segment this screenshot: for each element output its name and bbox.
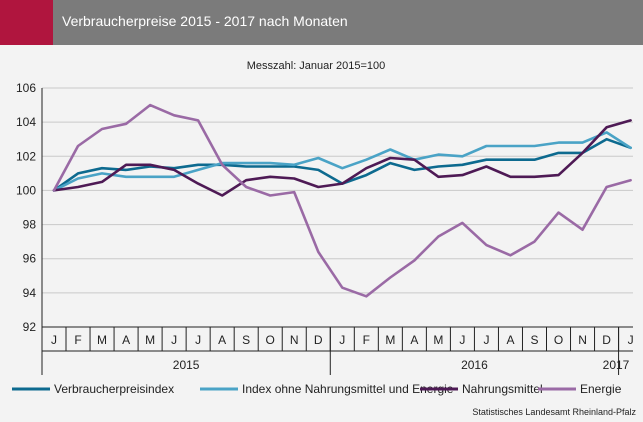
y-tick-label: 104 (16, 115, 36, 129)
x-tick-label: J (339, 333, 345, 347)
x-tick-label: N (578, 333, 587, 347)
x-tick-label: D (314, 333, 323, 347)
line-chart: Messzahl: Januar 2015=100 92 94 96 98 100 102 1… (12, 60, 636, 417)
y-tick-label: 102 (16, 149, 36, 163)
year-label: 2016 (461, 358, 488, 372)
x-tick-label: M (433, 333, 443, 347)
x-tick-label: J (483, 333, 489, 347)
x-tick-label: F (74, 333, 81, 347)
year-label: 2017 (603, 358, 630, 372)
x-tick-label: M (97, 333, 107, 347)
header-accent (0, 0, 53, 45)
x-tick-label: J (51, 333, 57, 347)
series-line (52, 119, 632, 197)
year-label: 2015 (173, 358, 200, 372)
x-tick-label: O (554, 333, 563, 347)
source-note: Statistisches Landesamt Rheinland-Pfalz (472, 407, 636, 417)
x-tick-label: A (122, 333, 130, 347)
series-line (52, 131, 632, 192)
x-tick-label: A (410, 333, 418, 347)
x-tick-label: S (530, 333, 538, 347)
chart-subtitle: Messzahl: Januar 2015=100 (247, 60, 386, 72)
x-tick-label: F (363, 333, 370, 347)
legend-label: Nahrungsmittel (462, 382, 543, 396)
x-tick-label: A (218, 333, 226, 347)
y-tick-label: 100 (16, 183, 36, 197)
y-tick-label: 96 (23, 252, 37, 266)
x-tick-label: S (242, 333, 250, 347)
legend-label: Energie (580, 382, 622, 396)
y-tick-label: 92 (23, 320, 37, 334)
x-tick-label: M (145, 333, 155, 347)
legend-label: Verbraucherpreisindex (54, 382, 174, 396)
x-tick-label: O (266, 333, 275, 347)
y-tick-label: 98 (23, 218, 37, 232)
x-tick-label: J (195, 333, 201, 347)
x-tick-label: J (459, 333, 465, 347)
y-tick-label: 106 (16, 81, 36, 95)
y-tick-label: 94 (23, 286, 37, 300)
x-tick-label: J (171, 333, 177, 347)
x-tick-label: M (385, 333, 395, 347)
x-tick-label: D (602, 333, 611, 347)
series-line (52, 103, 632, 298)
x-tick-label: J (628, 333, 634, 347)
x-tick-label: N (290, 333, 299, 347)
x-tick-label: A (506, 333, 514, 347)
header-bar (0, 0, 643, 45)
legend-label: Index ohne Nahrungsmittel und Energie (242, 382, 454, 396)
page-title: Verbraucherpreise 2015 - 2017 nach Monat… (62, 13, 348, 29)
